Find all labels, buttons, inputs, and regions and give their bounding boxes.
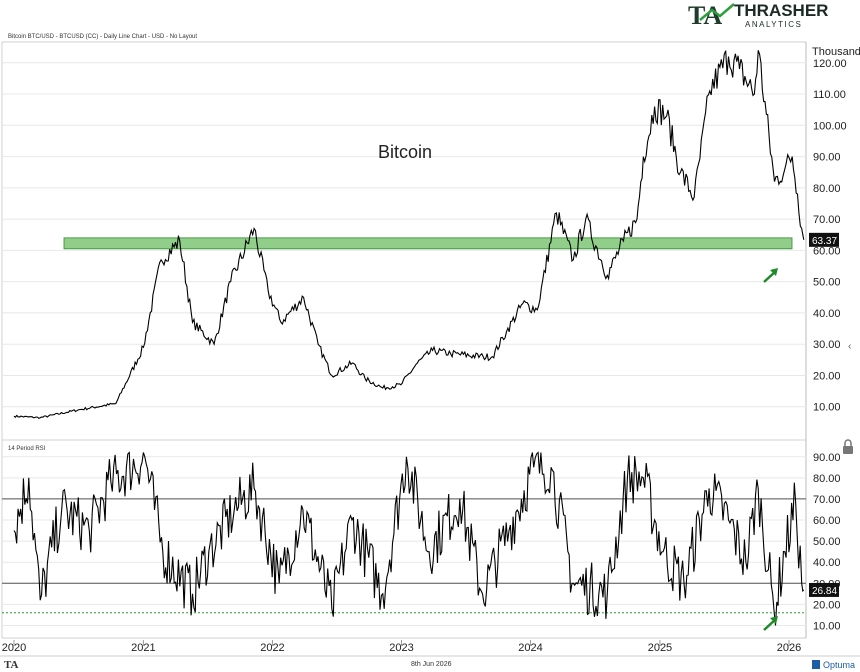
- rsi-y-tick-label: 70.00: [813, 494, 841, 506]
- lock-icon[interactable]: [843, 439, 853, 454]
- main-y-tick-label: 20.00: [813, 370, 841, 382]
- rsi-axis-ticks: 10.0020.0030.0040.0050.0060.0070.0080.00…: [813, 452, 841, 633]
- price-last-value-box: 63.37: [809, 232, 839, 247]
- optuma-logo: Optuma: [812, 660, 855, 670]
- year-label: 2023: [389, 642, 413, 654]
- main-axis-ticks: 10.00 20.00 30.00 40.00 50.00 60.00 70.00 80.00…: [813, 58, 847, 414]
- rsi-line: [13, 451, 805, 626]
- bitcoin-price-line: [13, 50, 805, 420]
- rsi-y-tick-label: 60.00: [813, 515, 841, 527]
- rsi-arrow-icon: [763, 616, 778, 631]
- main-y-tick-label: 60.00: [813, 245, 841, 257]
- y-axis-unit-label: Thousand: [812, 46, 860, 58]
- main-y-tick-label: 30.00: [813, 339, 841, 351]
- main-y-tick-label: 50.00: [813, 277, 841, 289]
- x-axis-years: 2020 2021 2022 2023 2024 2025 2026: [2, 640, 801, 654]
- main-y-tick-label: 40.00: [813, 308, 841, 320]
- year-label: 2025: [648, 642, 672, 654]
- year-label: 2026: [777, 642, 801, 654]
- main-y-tick-label: 10.00: [813, 402, 841, 414]
- chart-title: Bitcoin: [378, 142, 432, 162]
- rsi-last-value: 26.84: [812, 586, 837, 597]
- main-grid: [2, 62, 806, 408]
- main-y-tick-label: 80.00: [813, 183, 841, 195]
- rsi-y-tick-label: 90.00: [813, 452, 841, 464]
- rsi-y-tick-label: 40.00: [813, 557, 841, 569]
- price-arrow-icon: [763, 268, 778, 283]
- brand-name: THRASHER: [734, 1, 828, 20]
- main-y-tick-label: 110.00: [813, 89, 846, 101]
- year-label: 2020: [2, 642, 26, 654]
- footer-logo-mark: TA: [4, 659, 19, 671]
- rsi-panel-frame: [1, 439, 807, 639]
- rsi-last-value-box: 26.84: [809, 582, 839, 597]
- rsi-y-tick-label: 10.00: [813, 620, 841, 632]
- year-label: 2022: [260, 642, 284, 654]
- collapse-chevron-icon[interactable]: ‹: [848, 341, 851, 352]
- chart-info-text: Bitcoin BTC/USD - BTCUSD (CC) - Daily Li…: [8, 34, 197, 40]
- support-zone-band: [63, 237, 793, 250]
- rsi-y-tick-label: 50.00: [813, 536, 841, 548]
- brand-chart-icon: [699, 3, 735, 21]
- main-y-tick-label: 70.00: [813, 214, 841, 226]
- rsi-y-tick-label: 80.00: [813, 473, 841, 485]
- price-last-value: 63.37: [812, 236, 837, 247]
- footer-date: 8th Jun 2026: [411, 661, 452, 668]
- brand-sub: ANALYTICS: [745, 20, 802, 29]
- thrasher-logo: TA THRASHER ANALYTICS: [688, 1, 828, 30]
- main-y-tick-label: 90.00: [813, 152, 841, 164]
- main-y-tick-label: 120.00: [813, 58, 847, 70]
- rsi-panel-title: 14 Period RSI: [8, 446, 46, 452]
- year-label: 2021: [131, 642, 155, 654]
- main-y-tick-label: 100.00: [813, 120, 847, 132]
- rsi-grid: [2, 456, 806, 626]
- optuma-label: Optuma: [823, 660, 855, 670]
- year-label: 2024: [518, 642, 542, 654]
- rsi-y-tick-label: 20.00: [813, 599, 841, 611]
